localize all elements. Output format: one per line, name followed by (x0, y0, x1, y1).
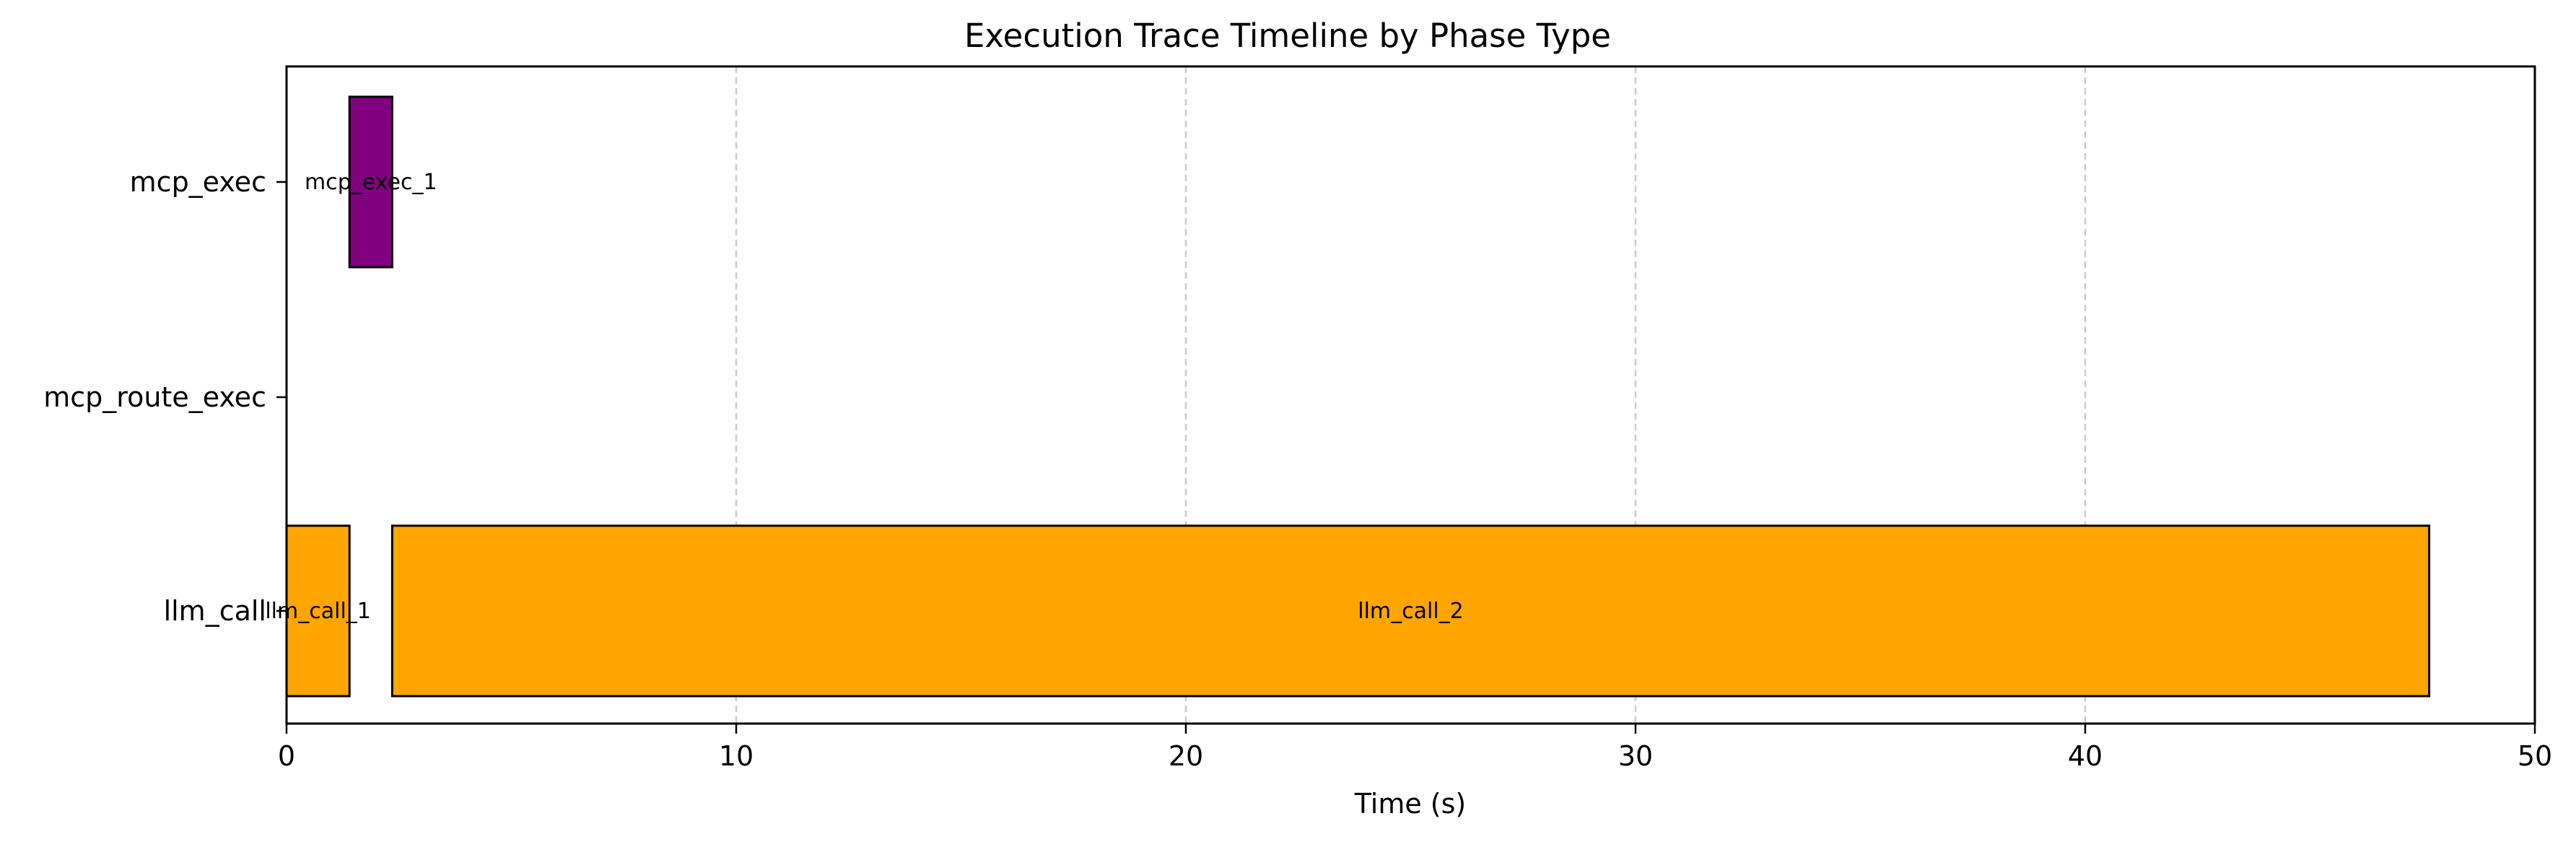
x-axis-ticks: 0 10 20 30 40 50 (278, 724, 2552, 772)
x-tick-label: 50 (2518, 740, 2552, 772)
bar-llm-call-2 (390, 524, 2431, 698)
x-tick-label: 20 (1169, 740, 1203, 772)
bar-label-mcp-exec-1: mcp_exec_1 (305, 170, 437, 195)
y-tick-label-llm-call: llm_call (164, 595, 266, 627)
bar-mcp-exec-1 (348, 95, 393, 269)
plot-frame (285, 65, 2536, 725)
bar-label-llm-call-2: llm_call_2 (1358, 599, 1464, 624)
x-tick-label: 40 (2068, 740, 2103, 772)
y-axis-ticks: mcp_exec mcp_route_exec llm_call (43, 166, 287, 627)
x-axis-label: Time (s) (1354, 788, 1467, 820)
bar-llm-call-1 (285, 524, 351, 698)
x-tick-label: 10 (719, 740, 754, 772)
y-tick-label-mcp-route-exec: mcp_route_exec (43, 381, 266, 413)
chart-title: Execution Trace Timeline by Phase Type (964, 17, 1611, 55)
x-tick-label: 0 (278, 740, 295, 772)
y-tick-label-mcp-exec: mcp_exec (130, 166, 266, 198)
x-tick-label: 30 (1618, 740, 1653, 772)
